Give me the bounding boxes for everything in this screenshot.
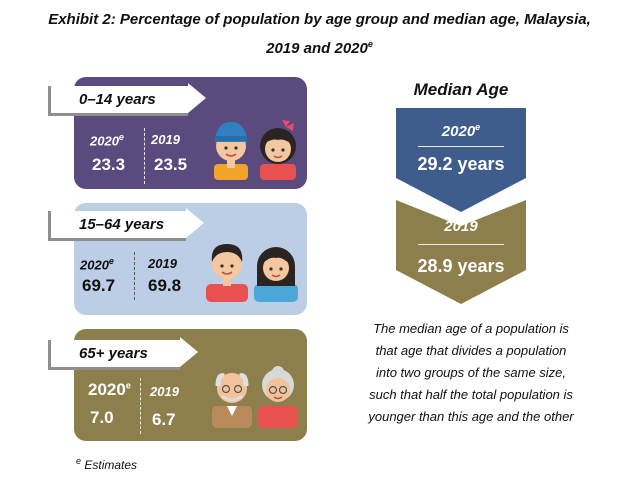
median-value-2020: 29.2 years [417,154,505,174]
age-group-label: 0–14 years [79,91,156,108]
median-2020-chevron: 2020e 29.2 years [396,108,526,212]
year-label-2020: 2020e [88,380,131,399]
age-group-tag-adults: 15–64 years [48,208,204,241]
value-2020: 69.7 [82,276,116,295]
median-value-2019: 28.9 years [417,256,505,276]
median-2019-chevron: 2019 28.9 years [396,200,526,304]
note-line: into two groups of the same size, [375,365,567,380]
value-2019: 23.5 [154,155,188,174]
divider [134,252,135,300]
year-label-2020: 2020e [80,256,114,273]
footnote: e Estimates [76,456,138,472]
median-year-2020: 2020e [441,122,481,140]
value-2020: 23.3 [92,155,126,174]
tag-arrow [186,208,204,238]
note-line: younger than this age and the other [368,409,574,424]
note-line: such that half the total population is [369,387,573,402]
median-year-2019: 2019 [444,218,478,235]
tag-arrow [180,337,198,367]
value-2019: 6.7 [152,410,176,429]
elderly-icon [212,366,298,428]
chevron-fill-2019 [396,200,526,304]
age-group-label: 65+ years [79,345,148,362]
adults-icon [206,244,298,302]
title-line-2-text: 2019 and 2020 [266,40,368,57]
divider [140,378,141,434]
chevron-shape [396,108,526,212]
children-icon [214,120,296,180]
year-label-2019: 2019 [150,384,179,399]
chevron-shape [396,200,526,304]
tag-arrow [188,83,206,113]
year-label-2019: 2019 [151,132,180,147]
age-group-label: 15–64 years [79,216,165,233]
value-2019: 69.8 [148,276,182,295]
age-group-tag-children: 0–14 years [48,83,206,116]
title-line-2: 2019 and 2020e [0,32,639,61]
median-age-definition: The median age of a population is that a… [336,318,606,428]
note-line: The median age of a population is [373,321,569,336]
median-divider [418,146,504,147]
median-age-title: Median Age [413,80,509,99]
divider [144,128,145,184]
note-line: that age that divides a population [375,343,567,358]
chevron-fill-2020 [396,108,526,212]
value-2020: 7.0 [90,408,114,427]
year-label-2019: 2019 [148,256,177,271]
median-divider [418,244,504,245]
age-group-tag-elderly: 65+ years [48,337,198,370]
title-line-1: Exhibit 2: Percentage of population by a… [48,11,591,28]
title-line-2-sup: e [367,39,373,49]
exhibit-title: Exhibit 2: Percentage of population by a… [0,8,639,61]
year-label-2020: 2020e [90,132,124,149]
